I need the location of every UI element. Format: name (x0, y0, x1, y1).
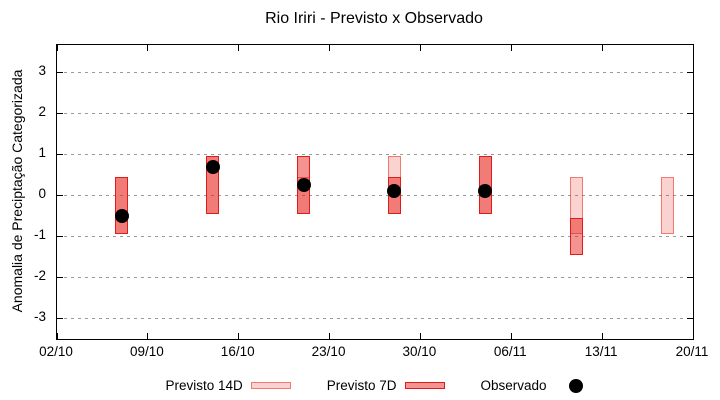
x-axis-tick (419, 45, 421, 51)
x-tick-label: 13/11 (584, 344, 618, 359)
x-tick-label: 02/10 (39, 344, 73, 359)
y-axis-tick (57, 112, 63, 114)
forecast-bar-14d (569, 176, 583, 235)
gridline (57, 112, 693, 114)
y-axis-tick (57, 276, 63, 278)
x-axis-tick (238, 45, 240, 51)
y-axis-tick (57, 153, 63, 155)
y-axis-tick (687, 276, 693, 278)
x-axis-tick (692, 45, 694, 51)
y-axis-tick (687, 235, 693, 237)
y-tick-label: 1 (38, 145, 46, 161)
y-axis-tick (57, 317, 63, 319)
y-tick-label: 0 (38, 186, 46, 202)
gridline (57, 317, 693, 319)
legend: Previsto 14D Previsto 7D Observado (56, 378, 692, 393)
plot-area (56, 44, 694, 340)
y-axis-tick (57, 235, 63, 237)
observed-point (296, 178, 311, 193)
y-tick-label: 2 (38, 104, 46, 120)
x-tick-label: 09/10 (129, 344, 164, 359)
x-axis-tick (329, 333, 331, 339)
y-axis-tick (687, 71, 693, 73)
x-tick-label: 23/10 (311, 344, 346, 359)
y-tick-label: -2 (33, 268, 46, 284)
x-axis-tick (238, 333, 240, 339)
x-axis-tick (692, 333, 694, 339)
gridline (57, 153, 693, 155)
gridline (57, 71, 693, 73)
legend-item: Previsto 7D (327, 378, 445, 393)
observed-point (478, 184, 493, 199)
legend-item-label: Previsto 14D (165, 378, 243, 393)
legend-item: Previsto 14D (165, 378, 291, 393)
x-tick-label: 16/10 (220, 344, 255, 359)
x-axis-tick (329, 45, 331, 51)
legend-swatch-observado (568, 378, 583, 393)
observed-point (205, 159, 220, 174)
observed-point (387, 184, 402, 199)
y-axis-tick (687, 194, 693, 196)
chart-title: Rio Iriri - Previsto x Observado (265, 10, 483, 27)
x-axis-tick (147, 333, 149, 339)
y-axis-tick (687, 153, 693, 155)
y-axis-tick (57, 194, 63, 196)
gridline (57, 194, 693, 196)
gridline (57, 235, 693, 237)
x-axis-tick (510, 45, 512, 51)
y-tick-label: 3 (38, 63, 46, 79)
observed-point (114, 208, 129, 223)
legend-swatch-previsto-7d (404, 382, 445, 389)
legend-item-label: Previsto 7D (326, 378, 397, 393)
x-tick-label: 20/11 (675, 344, 709, 359)
x-tick-label: 06/11 (493, 344, 527, 359)
x-axis-tick (510, 333, 512, 339)
legend-item: Observado (481, 378, 583, 393)
y-axis-tick (687, 112, 693, 114)
x-axis-tick (147, 45, 149, 51)
gridline (57, 276, 693, 278)
x-axis-tick (56, 333, 58, 339)
x-axis-tick (601, 45, 603, 51)
y-axis-tick (687, 317, 693, 319)
y-axis-tick (57, 71, 63, 73)
y-tick-label: -1 (33, 227, 46, 243)
x-axis-tick (419, 333, 421, 339)
x-axis-tick (56, 45, 58, 51)
legend-swatch-previsto-14d (250, 382, 291, 389)
x-tick-label: 30/10 (402, 344, 437, 359)
forecast-bar-7d (569, 217, 583, 255)
forecast-bar-14d (660, 176, 674, 235)
forecast-bar-7d (115, 176, 129, 235)
x-axis-tick (601, 333, 603, 339)
y-tick-label: -3 (33, 309, 46, 325)
legend-item-label: Observado (480, 378, 547, 393)
